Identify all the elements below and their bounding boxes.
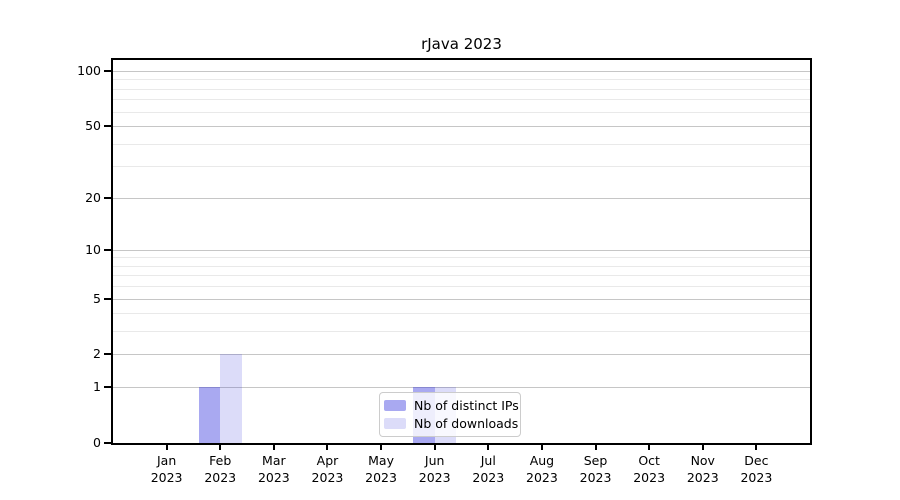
y-tick-label-2: 2 — [93, 346, 101, 362]
x-tick-jul — [487, 445, 490, 450]
gridline-minor-90 — [113, 79, 810, 81]
chart-title: rJava 2023 — [421, 35, 502, 53]
legend-swatch-downloads — [384, 418, 406, 430]
gridline-minor-30 — [113, 166, 810, 168]
x-tick-label-jul: Jul 2023 — [472, 453, 505, 485]
gridline-major-2 — [113, 354, 810, 356]
legend-label-downloads: Nb of downloads — [414, 416, 519, 432]
gridline-major-100 — [113, 71, 810, 72]
x-tick-label-apr: Apr 2023 — [311, 453, 344, 485]
legend: Nb of distinct IPs Nb of downloads — [379, 392, 521, 437]
x-tick-dec — [755, 445, 758, 450]
gridline-minor-8 — [113, 265, 810, 267]
gridline-major-1 — [113, 387, 810, 389]
y-tick-label-50: 50 — [85, 118, 101, 134]
x-tick-aug — [540, 445, 543, 450]
x-tick-label-mar: Mar 2023 — [257, 453, 290, 485]
x-tick-may — [380, 445, 383, 450]
x-tick-mar — [272, 445, 275, 450]
legend-item-downloads: Nb of downloads — [384, 415, 518, 433]
x-tick-jan — [165, 445, 168, 450]
gridline-major-10 — [113, 249, 810, 251]
plot-area: 0 1 2 5 10 20 50 100 Jan 2023 Feb 2023 Mar 2023 Apr… — [77, 60, 810, 485]
x-tick-label-jun: Jun 2023 — [418, 453, 451, 485]
x-tick-label-dec: Dec 2023 — [740, 453, 773, 485]
gridline-minor-3 — [113, 331, 810, 333]
x-tick-label-may: May 2023 — [365, 453, 397, 485]
gridline-major-20 — [113, 197, 810, 199]
x-tick-label-feb: Feb 2023 — [204, 453, 237, 485]
y-tick-20 — [104, 196, 111, 199]
gridline-major-5 — [113, 298, 810, 300]
x-tick-label-jan: Jan 2023 — [150, 453, 183, 485]
gridline-minor-6 — [113, 286, 810, 288]
y-tick-100 — [104, 70, 111, 72]
bar-feb-ips — [198, 387, 221, 443]
y-tick-2 — [104, 353, 111, 356]
legend-label-distinct-ips: Nb of distinct IPs — [414, 397, 519, 413]
y-tick-1 — [104, 386, 111, 389]
x-tick-label-aug: Aug 2023 — [526, 453, 558, 485]
x-tick-feb — [219, 445, 222, 450]
gridline-minor-70 — [113, 99, 810, 101]
y-tick-label-0: 0 — [93, 435, 101, 450]
x-tick-label-nov: Nov 2023 — [686, 453, 719, 485]
gridline-minor-60 — [113, 111, 810, 113]
gridline-minor-4 — [113, 313, 810, 315]
gridline-minor-9 — [113, 257, 810, 259]
x-tick-apr — [326, 445, 329, 450]
x-tick-label-oct: Oct 2023 — [633, 453, 666, 485]
bar-feb-downloads — [220, 354, 242, 443]
gridline-minor-7 — [113, 275, 810, 277]
x-tick-nov — [701, 445, 704, 450]
x-tick-oct — [648, 445, 651, 450]
x-tick-sep — [594, 445, 597, 450]
y-tick-label-5: 5 — [93, 290, 101, 306]
y-tick-0 — [104, 442, 111, 444]
legend-swatch-distinct-ips — [384, 399, 406, 411]
y-tick-50 — [104, 125, 111, 128]
gridline-minor-80 — [113, 88, 810, 90]
y-tick-label-20: 20 — [85, 189, 101, 205]
gridline-minor-40 — [113, 143, 810, 145]
gridline-major-50 — [113, 126, 810, 128]
legend-item-distinct-ips: Nb of distinct IPs — [384, 396, 519, 414]
y-tick-label-10: 10 — [85, 241, 101, 257]
x-tick-label-sep: Sep 2023 — [579, 453, 612, 485]
x-tick-jun — [433, 445, 436, 450]
y-tick-label-100: 100 — [77, 63, 101, 78]
y-tick-label-1: 1 — [93, 379, 101, 395]
y-tick-5 — [104, 297, 111, 300]
y-tick-10 — [104, 248, 111, 251]
